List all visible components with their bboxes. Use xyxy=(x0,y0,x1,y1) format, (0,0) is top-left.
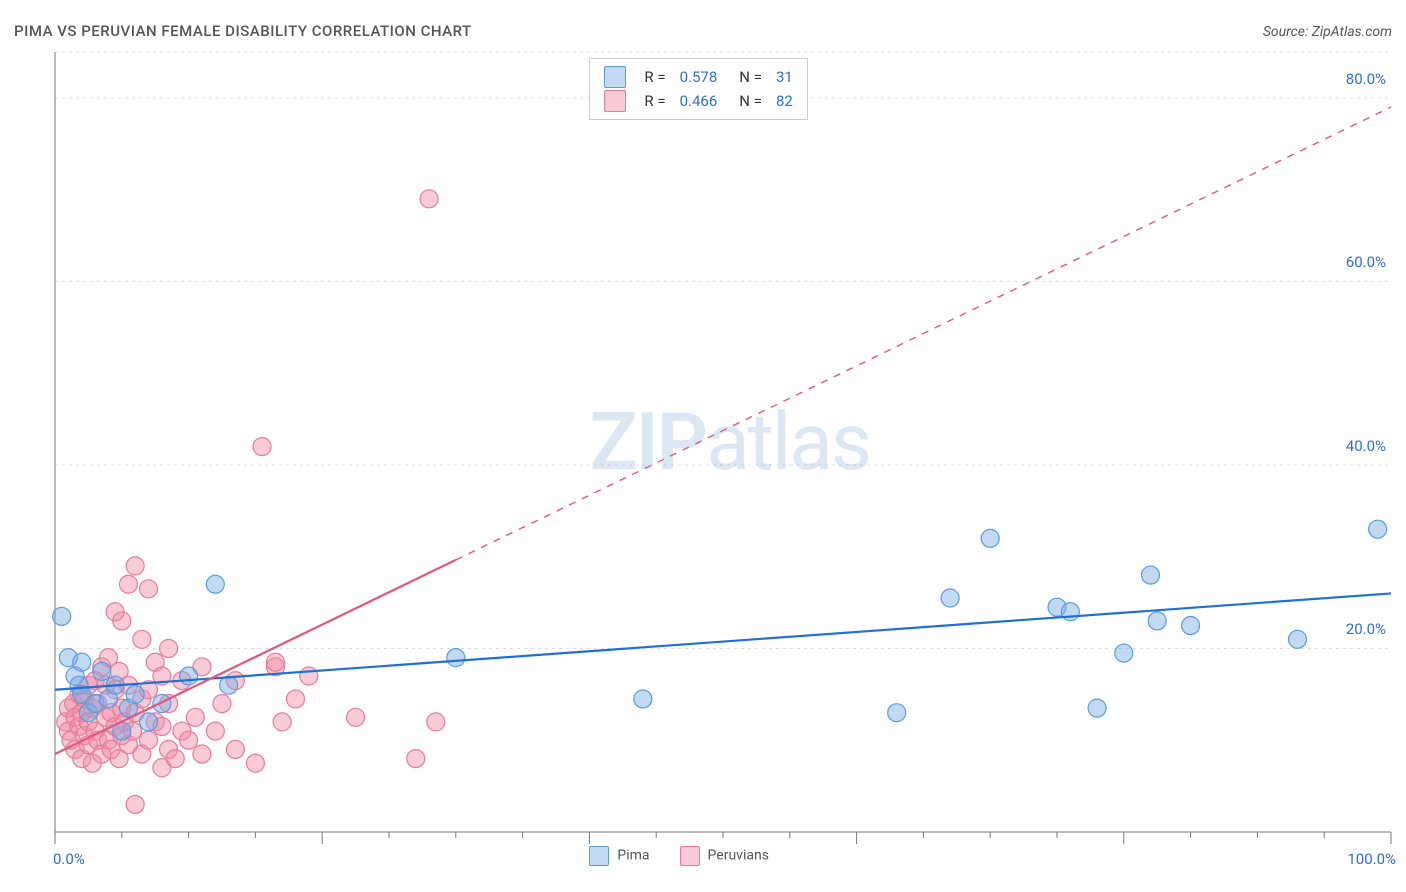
data-point xyxy=(634,690,652,708)
data-point xyxy=(119,575,137,593)
data-point xyxy=(266,653,284,671)
data-point xyxy=(126,685,144,703)
chart-header: PIMA VS PERUVIAN FEMALE DISABILITY CORRE… xyxy=(14,22,1392,40)
scatter-plot xyxy=(55,52,1391,832)
series-legend-item: Peruvians xyxy=(680,846,769,866)
y-tick-label: 20.0% xyxy=(1331,620,1386,638)
correlation-legend-row: R = 0.466 N = 82 xyxy=(604,89,792,113)
data-point xyxy=(1369,520,1387,538)
data-point xyxy=(1088,699,1106,717)
data-point xyxy=(160,639,178,657)
series-legend-label: Pima xyxy=(617,848,649,864)
data-point xyxy=(420,190,438,208)
data-point xyxy=(253,438,271,456)
data-point xyxy=(166,750,184,768)
legend-swatch xyxy=(589,846,609,866)
data-point xyxy=(153,695,171,713)
series-legend: Pima Peruvians xyxy=(589,846,769,866)
chart-source: Source: ZipAtlas.com xyxy=(1263,24,1392,40)
data-point xyxy=(981,529,999,547)
legend-r-value: 0.578 xyxy=(680,65,718,89)
legend-n-label: N = xyxy=(739,65,762,89)
data-point xyxy=(1288,630,1306,648)
data-point xyxy=(193,745,211,763)
legend-n-label: N = xyxy=(739,89,762,113)
data-point xyxy=(407,750,425,768)
data-point xyxy=(180,731,198,749)
chart-title: PIMA VS PERUVIAN FEMALE DISABILITY CORRE… xyxy=(14,22,472,40)
data-point xyxy=(286,690,304,708)
trend-line xyxy=(55,593,1391,689)
data-point xyxy=(186,708,204,726)
data-point xyxy=(273,713,291,731)
data-point xyxy=(1115,644,1133,662)
data-point xyxy=(941,589,959,607)
x-tick-label: 100.0% xyxy=(1336,850,1396,868)
data-point xyxy=(1142,566,1160,584)
legend-swatch xyxy=(680,846,700,866)
data-point xyxy=(213,695,231,713)
data-point xyxy=(53,607,71,625)
data-point xyxy=(140,580,158,598)
data-point xyxy=(126,557,144,575)
legend-n-value: 82 xyxy=(776,89,793,113)
data-point xyxy=(300,667,318,685)
y-tick-label: 60.0% xyxy=(1331,253,1386,271)
data-point xyxy=(73,653,91,671)
data-point xyxy=(220,676,238,694)
x-tick-label: 0.0% xyxy=(53,850,85,868)
legend-r-label: R = xyxy=(644,65,665,89)
legend-swatch xyxy=(604,90,626,112)
data-point xyxy=(246,754,264,772)
correlation-legend-row: R = 0.578 N = 31 xyxy=(604,65,792,89)
data-point xyxy=(180,667,198,685)
correlation-legend-box: R = 0.578 N = 31 R = 0.466 N = 82 xyxy=(589,58,807,120)
data-point xyxy=(140,713,158,731)
data-point xyxy=(206,575,224,593)
trend-line-dashed xyxy=(456,107,1391,560)
data-point xyxy=(427,713,445,731)
y-tick-label: 80.0% xyxy=(1331,70,1386,88)
data-point xyxy=(447,649,465,667)
legend-n-value: 31 xyxy=(776,65,793,89)
legend-r-value: 0.466 xyxy=(680,89,718,113)
data-point xyxy=(93,662,111,680)
data-point xyxy=(206,722,224,740)
data-point xyxy=(347,708,365,726)
data-point xyxy=(126,795,144,813)
legend-swatch xyxy=(604,66,626,88)
data-point xyxy=(888,704,906,722)
data-point xyxy=(1148,612,1166,630)
data-point xyxy=(1182,617,1200,635)
data-point xyxy=(140,731,158,749)
data-point xyxy=(133,630,151,648)
y-tick-label: 40.0% xyxy=(1331,437,1386,455)
series-legend-label: Peruvians xyxy=(708,848,769,864)
legend-r-label: R = xyxy=(644,89,665,113)
data-point xyxy=(226,740,244,758)
data-point xyxy=(113,612,131,630)
series-legend-item: Pima xyxy=(589,846,649,866)
